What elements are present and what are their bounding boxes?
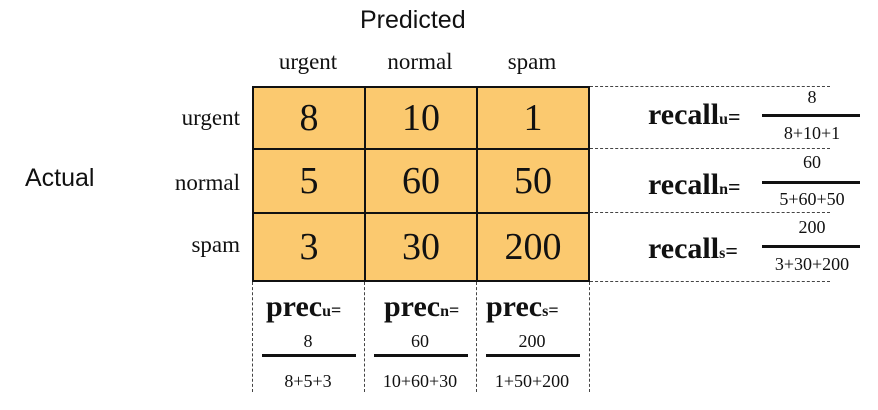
matrix-cell: 3 [252, 212, 366, 282]
recall-denominator: 3+30+200 [774, 254, 850, 274]
recall-formula-spam: recalls= [648, 234, 738, 264]
fraction-bar [486, 354, 580, 357]
precision-numerator: 200 [518, 331, 546, 351]
matrix-cell: 1 [476, 86, 590, 150]
equals-sign: = [725, 238, 738, 263]
fraction-bar [262, 354, 356, 357]
recall-label: recall [648, 232, 720, 265]
matrix-cell: 50 [476, 148, 590, 214]
recall-subscript: u [719, 111, 728, 128]
dashed-guide [252, 282, 253, 392]
equals-sign: = [449, 300, 460, 320]
precision-subscript: s [542, 303, 549, 320]
actual-title: Actual [25, 164, 95, 192]
recall-label: recall [648, 98, 720, 131]
matrix-cell: 200 [476, 212, 590, 282]
equals-sign: = [548, 300, 559, 320]
precision-denominator: 1+50+200 [494, 371, 570, 391]
column-header-urgent: urgent [278, 49, 338, 74]
recall-denominator: 8+10+1 [783, 123, 841, 143]
equals-sign: = [727, 104, 741, 129]
predicted-title: Predicted [360, 6, 466, 34]
matrix-cell: 5 [252, 148, 366, 214]
dashed-guide [476, 282, 477, 392]
recall-numerator: 200 [798, 217, 826, 237]
recall-formula-urgent: recallu= [648, 100, 741, 130]
precision-formula-urgent: precu= [266, 292, 341, 322]
matrix-cell: 8 [252, 86, 366, 150]
row-header-normal: normal [174, 170, 240, 195]
fraction-bar [374, 354, 468, 357]
matrix-cell: 30 [364, 212, 478, 282]
row-header-urgent: urgent [181, 105, 240, 130]
matrix-cell: 60 [364, 148, 478, 214]
precision-numerator: 8 [303, 331, 313, 351]
recall-label: recall [648, 168, 720, 201]
column-header-normal: normal [387, 49, 453, 74]
recall-denominator: 5+60+50 [779, 189, 845, 209]
column-header-spam: spam [507, 49, 557, 74]
dashed-guide [364, 282, 365, 392]
fraction-bar [762, 181, 860, 184]
precision-formula-spam: precs= [486, 292, 559, 322]
fraction-bar [762, 245, 860, 248]
precision-label: prec [384, 290, 441, 323]
row-header-spam: spam [191, 232, 240, 257]
recall-numerator: 60 [803, 152, 821, 172]
dashed-guide [590, 281, 830, 282]
matrix-cell: 10 [364, 86, 478, 150]
fraction-bar [762, 114, 860, 117]
recall-formula-normal: recalln= [648, 170, 741, 200]
dashed-guide [590, 148, 830, 149]
precision-label: prec [266, 290, 323, 323]
dashed-guide [590, 86, 830, 87]
precision-denominator: 10+60+30 [382, 371, 458, 391]
precision-denominator: 8+5+3 [284, 371, 332, 391]
equals-sign: = [331, 300, 342, 320]
dashed-guide [590, 212, 830, 213]
precision-subscript: u [322, 303, 331, 320]
recall-subscript: s [719, 245, 726, 262]
precision-subscript: n [440, 303, 449, 320]
recall-subscript: n [719, 181, 728, 198]
recall-numerator: 8 [807, 87, 817, 107]
precision-label: prec [486, 290, 543, 323]
precision-numerator: 60 [411, 331, 429, 351]
equals-sign: = [727, 174, 741, 199]
dashed-guide [589, 282, 590, 392]
precision-formula-normal: precn= [384, 292, 459, 322]
